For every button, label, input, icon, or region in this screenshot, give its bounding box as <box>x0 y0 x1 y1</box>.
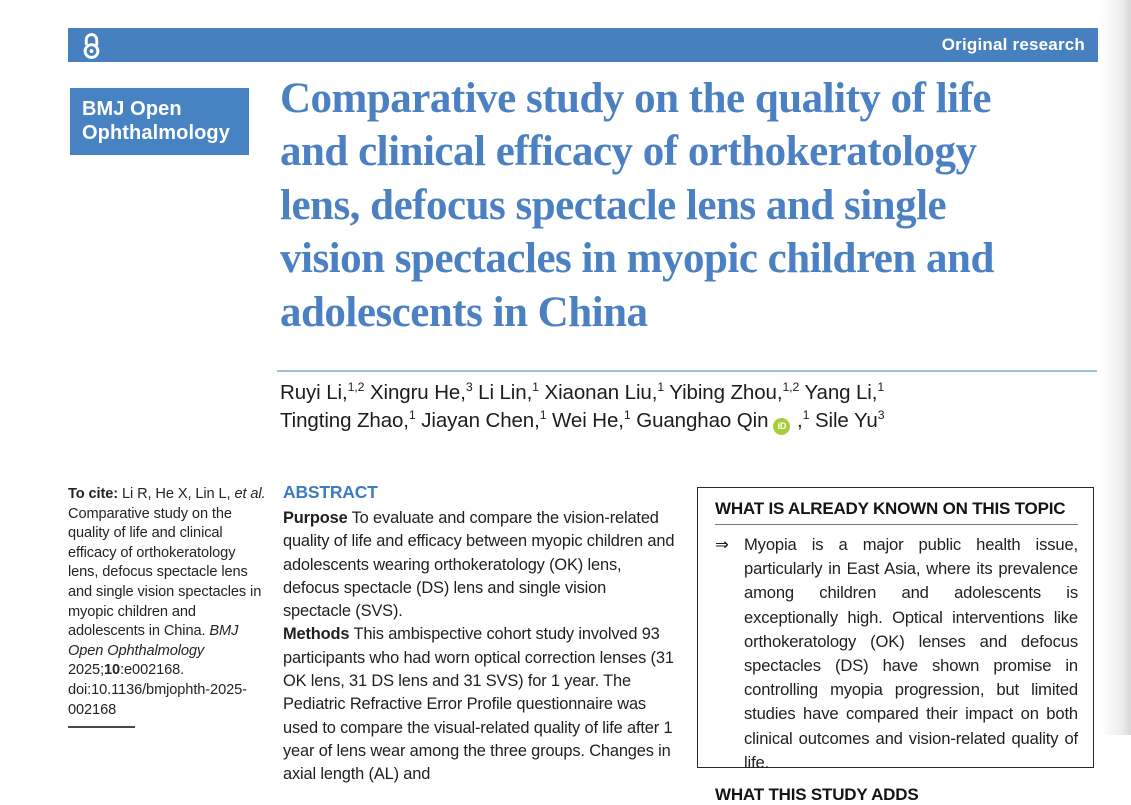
title-line: vision spectacles in myopic children and <box>280 235 994 283</box>
to-cite-block: To cite: Li R, He X, Lin L, et al. Compa… <box>68 486 266 718</box>
title-divider-rule <box>277 370 1097 372</box>
journal-name-line2: Ophthalmology <box>82 122 230 144</box>
article-type-label: Original research <box>941 35 1085 54</box>
sidebar-footnote-divider <box>68 726 135 728</box>
title-line: adolescents in China <box>280 288 648 336</box>
abstract-heading: ABSTRACT <box>283 482 378 502</box>
open-access-icon <box>76 30 107 61</box>
orcid-icon[interactable]: iD <box>773 417 791 435</box>
journal-page: { "header_bar": { "label": "Original res… <box>68 0 1131 805</box>
title-line: Comparative study on the quality of life <box>280 75 992 122</box>
title-line: and clinical efficacy of orthokeratology <box>280 128 977 176</box>
title-line: lens, defocus spectacle lens and single <box>280 181 947 229</box>
journal-name-line1: BMJ Open <box>82 98 182 120</box>
key-messages-box: WHAT IS ALREADY KNOWN ON THIS TOPIC ⇒ My… <box>697 487 1094 804</box>
author-line-2-start: Tingting Zhao,1 Jiayan Chen,1 Wei He,1 G… <box>280 407 769 432</box>
abstract-methods-paragraph: Methods This ambispective cohort study i… <box>283 625 674 784</box>
known-topic-bullet-text: Myopia is a major public health issue, p… <box>744 535 1078 772</box>
header-bar: Original research <box>68 28 1098 62</box>
author-line-1: Ruyi Li,1,2 Xingru He,3 Li Lin,1 Xiaonan… <box>280 380 885 404</box>
journal-logo-badge: BMJ Open Ophthalmology <box>70 88 249 155</box>
known-topic-heading: WHAT IS ALREADY KNOWN ON THIS TOPIC <box>715 499 1078 525</box>
arrow-bullet-icon: ⇒ <box>715 535 729 554</box>
known-topic-bullet: ⇒ Myopia is a major public health issue,… <box>715 533 1078 775</box>
study-adds-heading: WHAT THIS STUDY ADDS <box>715 785 919 805</box>
author-line-2: Tingting Zhao,1 Jiayan Chen,1 Wei He,1 G… <box>280 407 1110 435</box>
author-line-2-end: ,1 Sile Yu3 <box>791 407 885 432</box>
author-list: Ruyi Li,1,2 Xingru He,3 Li Lin,1 Xiaonan… <box>280 379 1110 435</box>
abstract-purpose-paragraph: Purpose To evaluate and compare the visi… <box>283 509 675 621</box>
abstract-section: ABSTRACT Purpose To evaluate and compare… <box>283 482 675 787</box>
article-title: Comparative study on the quality of life… <box>280 72 1112 339</box>
